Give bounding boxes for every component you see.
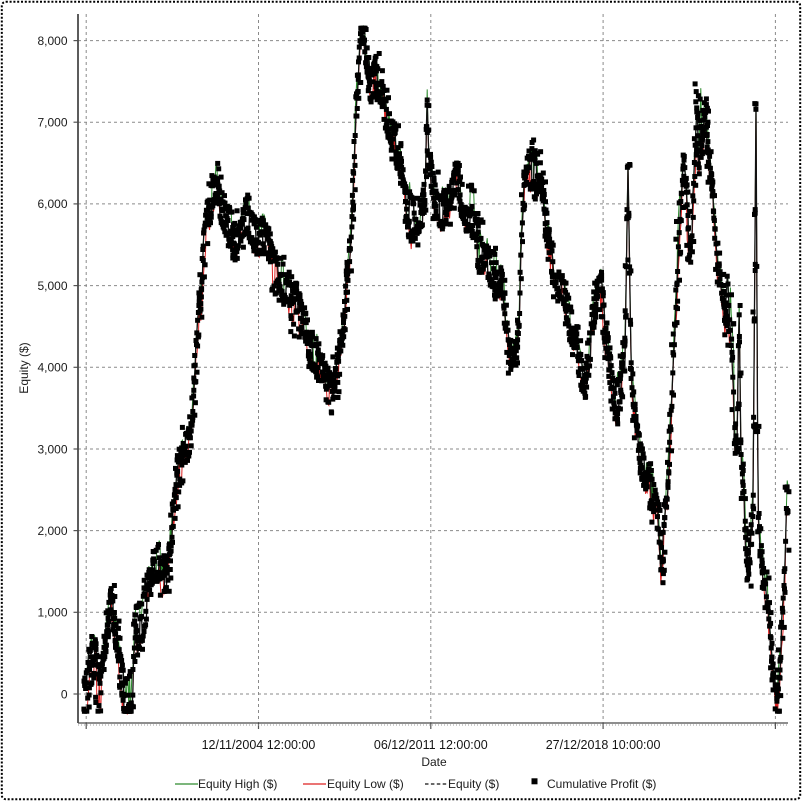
svg-text:6,000: 6,000 bbox=[37, 197, 67, 211]
svg-text:7,000: 7,000 bbox=[37, 116, 67, 130]
svg-text:Date: Date bbox=[421, 755, 447, 769]
svg-text:5,000: 5,000 bbox=[37, 279, 67, 293]
svg-text:12/11/2004 12:00:00: 12/11/2004 12:00:00 bbox=[202, 738, 316, 752]
svg-text:3,000: 3,000 bbox=[37, 442, 67, 456]
svg-text:Equity Low ($): Equity Low ($) bbox=[327, 777, 404, 791]
svg-text:Cumulative Profit ($): Cumulative Profit ($) bbox=[547, 777, 656, 791]
svg-text:Equity High ($): Equity High ($) bbox=[198, 777, 277, 791]
svg-text:8,000: 8,000 bbox=[37, 34, 67, 48]
svg-text:06/12/2011 12:00:00: 06/12/2011 12:00:00 bbox=[374, 738, 488, 752]
svg-text:27/12/2018 10:00:00: 27/12/2018 10:00:00 bbox=[546, 738, 661, 752]
svg-text:4,000: 4,000 bbox=[37, 361, 67, 375]
svg-text:2,000: 2,000 bbox=[37, 524, 67, 538]
svg-text:Equity ($): Equity ($) bbox=[448, 777, 499, 791]
svg-text:1,000: 1,000 bbox=[37, 606, 67, 620]
svg-text:0: 0 bbox=[61, 687, 68, 701]
svg-text:Equity ($): Equity ($) bbox=[17, 342, 31, 393]
